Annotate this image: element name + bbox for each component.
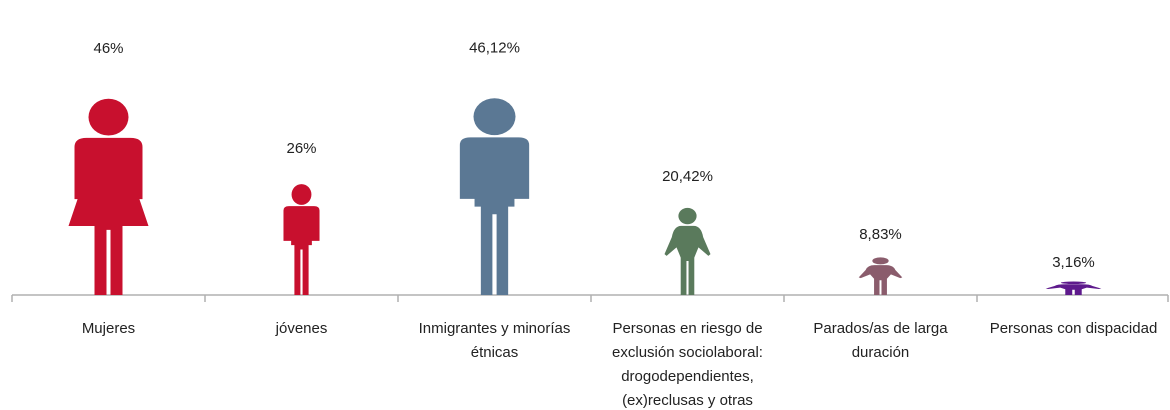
category-label: Inmigrantes y minorías étnicas xyxy=(419,320,571,361)
person-figure-icon xyxy=(664,225,711,295)
value-label: 20,42% xyxy=(662,168,713,185)
person-figure-icon xyxy=(283,206,320,295)
figure-head xyxy=(1060,281,1087,285)
person-figure-icon xyxy=(1045,284,1102,295)
woman-figure-icon xyxy=(68,137,149,295)
person-figure-icon xyxy=(858,265,903,295)
category-label: Mujeres xyxy=(82,320,135,337)
figure-5 xyxy=(858,257,903,295)
figure-1 xyxy=(68,98,149,295)
value-label: 3,16% xyxy=(1052,254,1095,271)
value-label: 26% xyxy=(286,140,316,157)
category-label: jóvenes xyxy=(275,320,328,337)
value-label: 8,83% xyxy=(859,226,902,243)
figure-head xyxy=(678,207,697,225)
figure-head xyxy=(88,98,129,136)
category-label: Personas en riesgo de exclusión sociolabo… xyxy=(612,320,763,409)
category-label: Personas con dispacidad xyxy=(990,320,1158,337)
figure-6 xyxy=(1045,281,1102,295)
person-figure-icon xyxy=(459,137,530,295)
figure-head xyxy=(473,98,516,136)
value-label: 46,12% xyxy=(469,39,520,56)
figure-3 xyxy=(459,98,530,295)
figure-head xyxy=(291,184,312,205)
figure-2 xyxy=(283,184,320,295)
value-label: 46% xyxy=(93,40,123,57)
figure-head xyxy=(872,257,889,265)
category-label: Parados/as de larga duración xyxy=(813,320,948,361)
figure-4 xyxy=(664,207,711,295)
